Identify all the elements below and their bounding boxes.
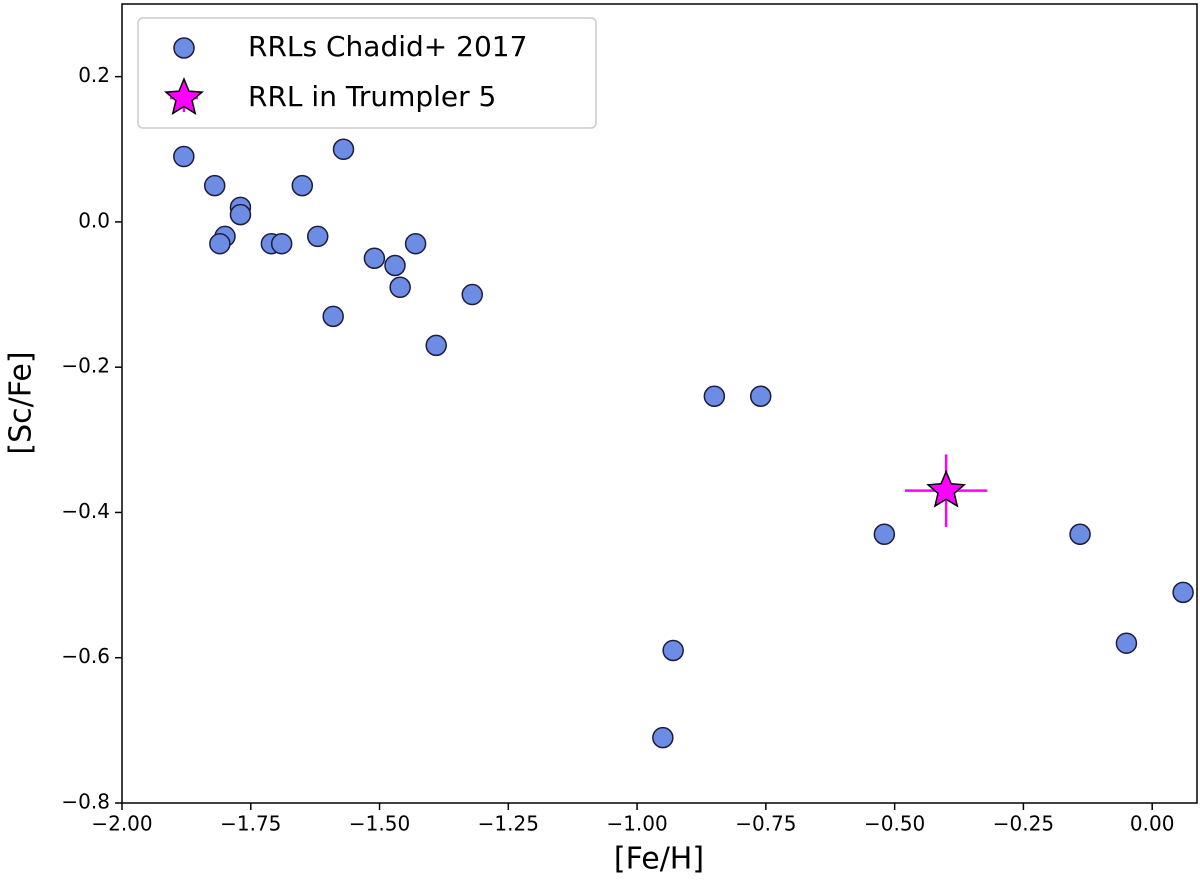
x-tick-label: −1.75 [220, 812, 281, 836]
scatter-point [173, 145, 195, 168]
scatter-point [425, 334, 447, 357]
scatter-point [703, 385, 726, 407]
y-tick-label: −0.8 [61, 790, 110, 814]
x-tick-label: −0.25 [993, 812, 1054, 836]
scatter-point [1172, 581, 1194, 604]
scatter-point [332, 138, 355, 161]
x-tick-label: −0.50 [864, 812, 925, 836]
x-tick-label: −1.00 [606, 812, 667, 836]
scatter-point [203, 174, 226, 197]
plot-frame [121, 3, 1198, 804]
x-tick-label: −1.50 [349, 812, 410, 836]
legend-marker [164, 77, 204, 115]
scatter-point [873, 523, 896, 545]
x-tick-label: −2.00 [91, 812, 152, 836]
scatter-point [229, 203, 252, 226]
scatter-point [652, 726, 674, 749]
x-tick-label: −0.75 [735, 812, 796, 836]
x-tick-label: −1.25 [478, 812, 539, 836]
legend-label: RRLs Chadid+ 2017 [248, 30, 527, 63]
y-tick-label: −0.6 [61, 644, 110, 668]
scatter-point [461, 283, 484, 306]
scatter-point [1069, 523, 1091, 545]
scatter-point [209, 232, 231, 255]
y-axis-label: [Sc/Fe] [4, 351, 39, 454]
x-axis-label: [Fe/H] [614, 842, 704, 877]
y-tick-label: 0.0 [78, 208, 110, 232]
scatter-point [1115, 632, 1138, 654]
scatter-point [363, 247, 386, 269]
star-point [926, 469, 967, 508]
y-tick-label: 0.2 [78, 63, 110, 87]
legend: RRLs Chadid+ 2017 RRL in Trumpler 5 [137, 17, 597, 129]
legend-box [137, 17, 597, 129]
scatter-point [662, 639, 684, 662]
scatter-point [749, 385, 772, 407]
scatter-point [322, 305, 344, 328]
scatter-point [389, 276, 411, 299]
scatter-point [384, 254, 406, 277]
scatter-point [291, 174, 314, 197]
scatter-point [270, 232, 293, 255]
x-tick-label: 0.00 [1130, 812, 1175, 836]
legend-marker [173, 37, 195, 59]
y-tick-label: −0.4 [61, 499, 110, 523]
scatter-point [306, 225, 329, 248]
y-tick-label: −0.2 [61, 354, 110, 378]
scatter-point [404, 232, 427, 255]
legend-label: RRL in Trumpler 5 [248, 80, 496, 113]
